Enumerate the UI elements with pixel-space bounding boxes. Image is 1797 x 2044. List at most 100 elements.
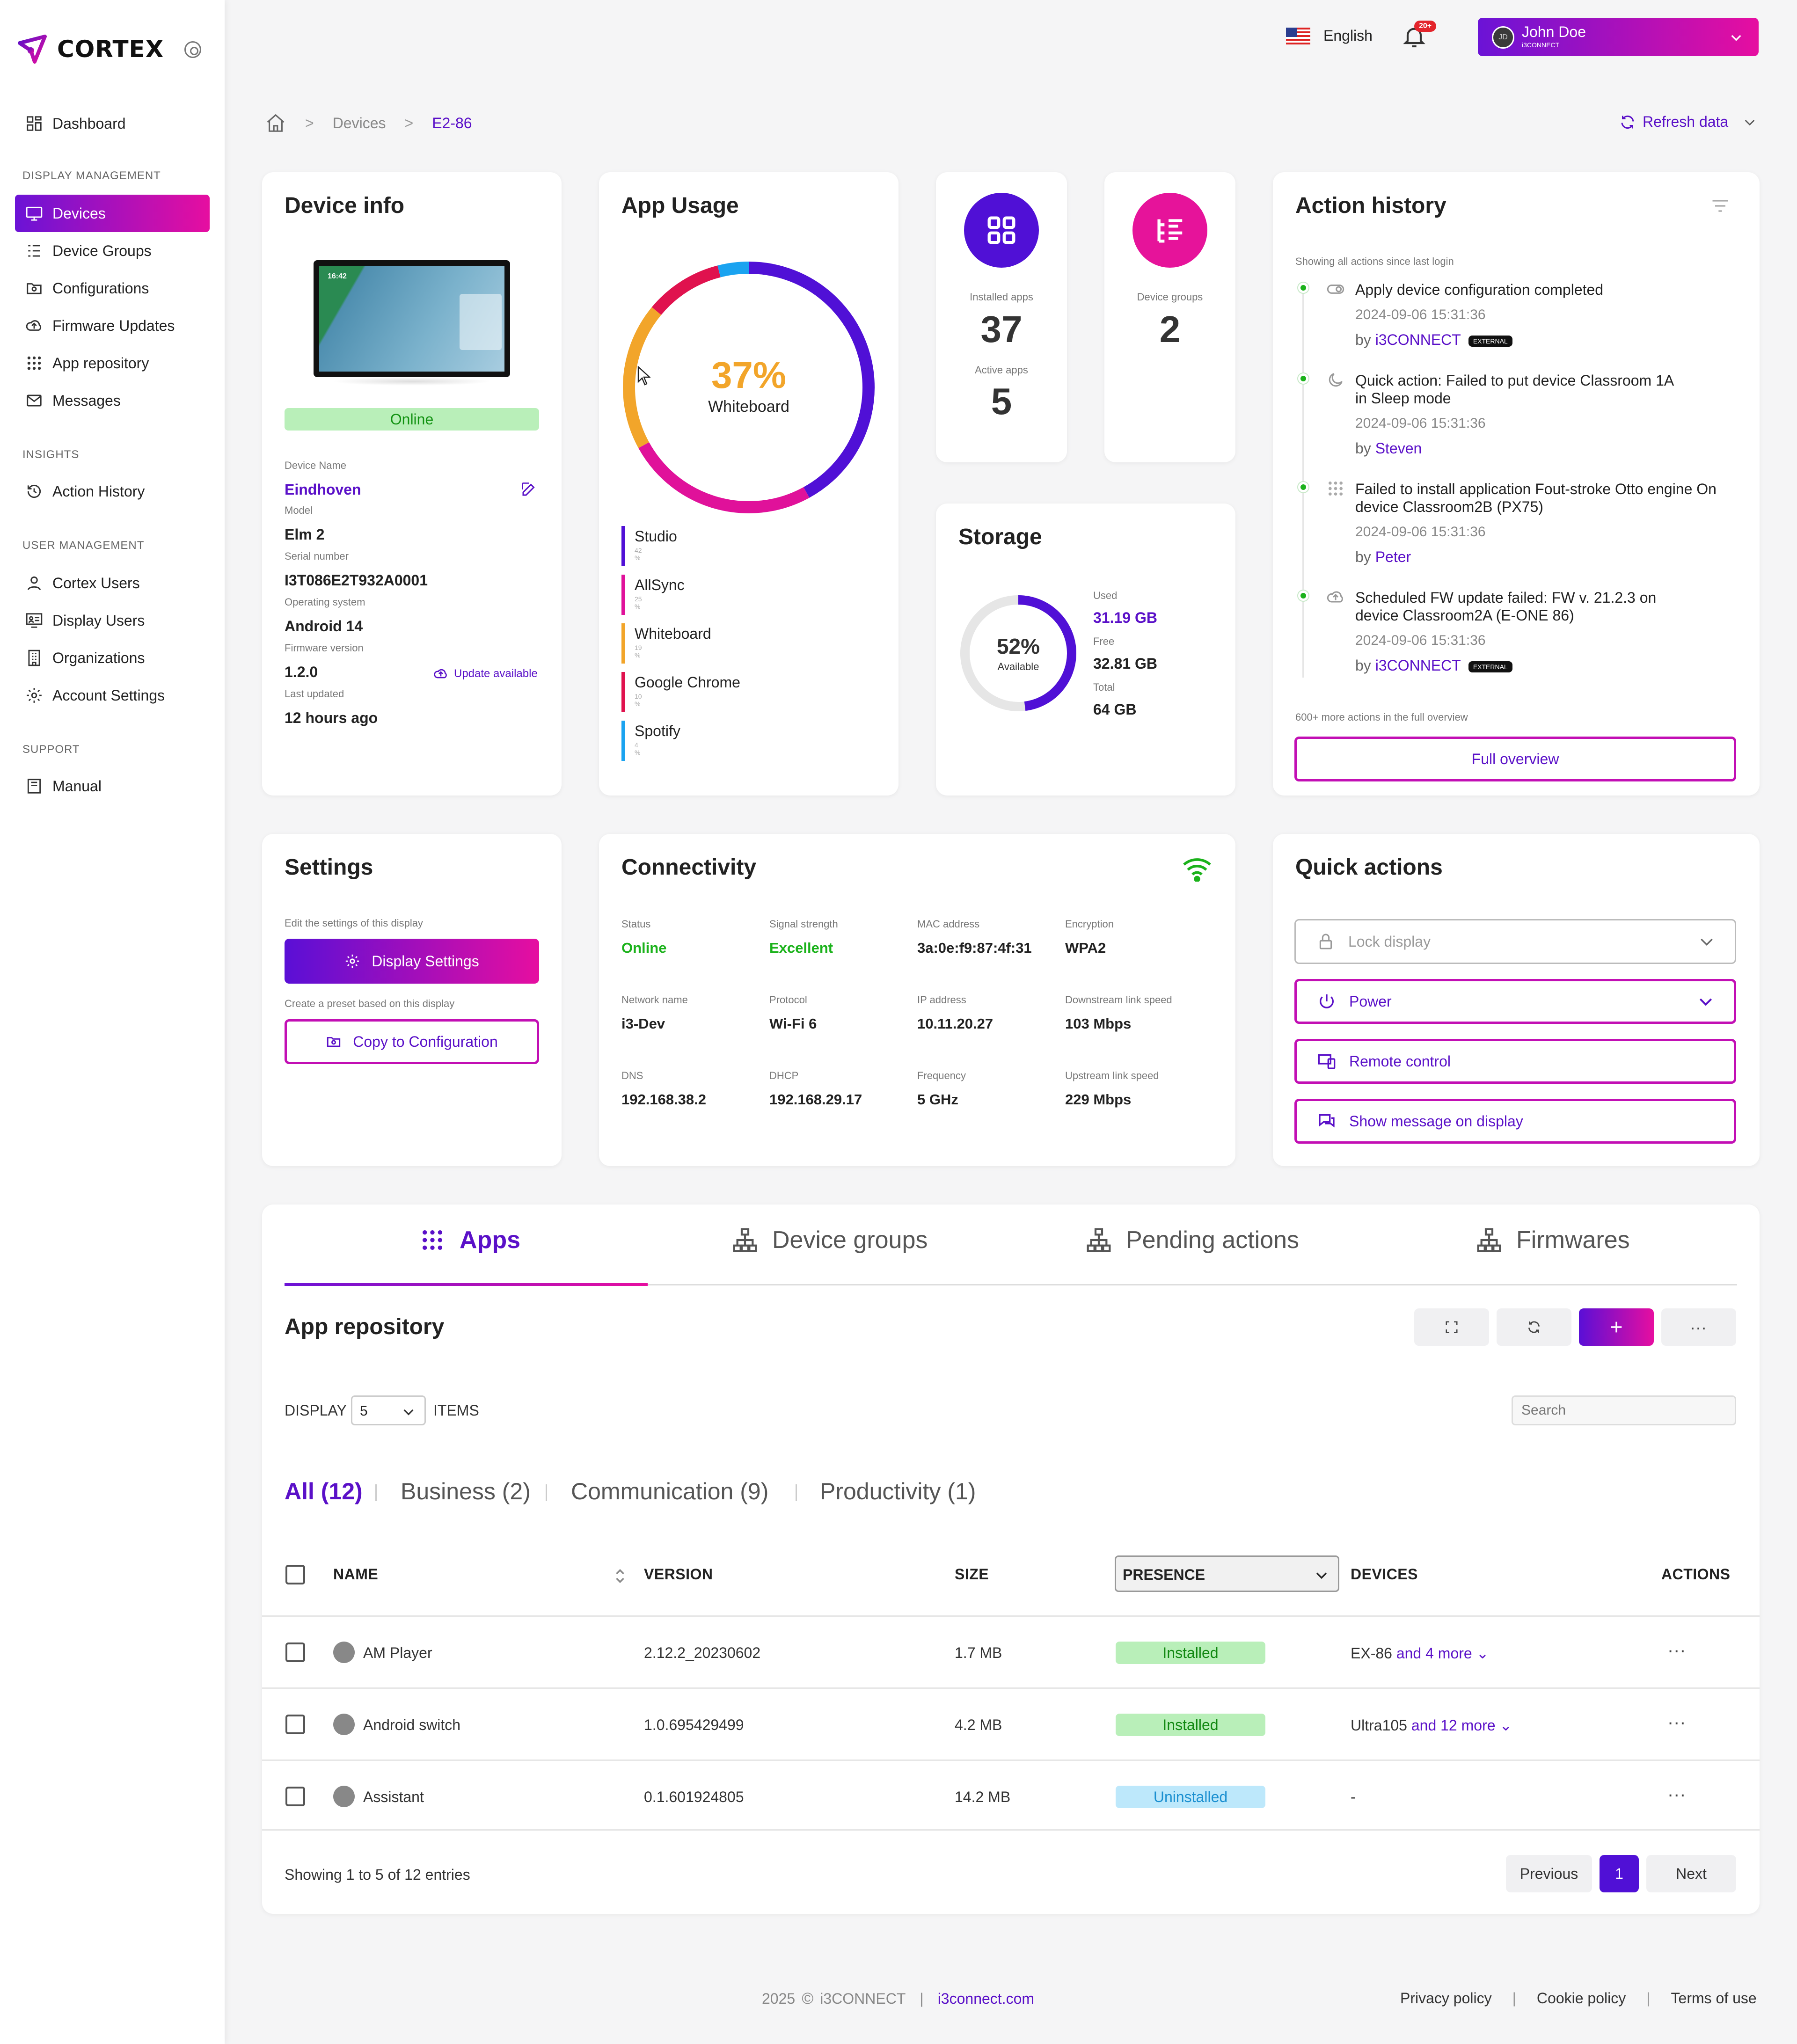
row-actions-menu[interactable]: ...: [1668, 1708, 1687, 1729]
brand-logo[interactable]: CORTEX: [17, 34, 164, 65]
category-business[interactable]: Business (2): [401, 1478, 531, 1504]
display-settings-label: Display Settings: [372, 952, 479, 970]
sidebar-item-organizations[interactable]: Organizations: [15, 639, 210, 677]
sidebar-item-label: Cortex Users: [52, 574, 140, 591]
connectivity-label: Downstream link speed: [1065, 994, 1172, 1006]
chevron-down-icon[interactable]: ⌄: [1495, 1717, 1512, 1734]
installed-apps-card: Installed apps 37 Active apps 5: [936, 172, 1067, 462]
sidebar-item-manual[interactable]: Manual: [15, 767, 210, 805]
sidebar-collapse-icon[interactable]: [184, 41, 201, 58]
cookie-policy-link[interactable]: Cookie policy: [1536, 1990, 1626, 2007]
page-size-select[interactable]: 5: [351, 1395, 426, 1425]
sort-icon[interactable]: [613, 1567, 627, 1585]
app-size: 4.2 MB: [955, 1716, 1002, 1733]
home-icon[interactable]: [265, 112, 286, 134]
page-1-button[interactable]: 1: [1600, 1855, 1639, 1892]
sidebar-item-cortex-users[interactable]: Cortex Users: [15, 564, 210, 602]
active-apps-label: Active apps: [975, 364, 1028, 376]
column-version[interactable]: VERSION: [644, 1566, 713, 1583]
history-actor[interactable]: Steven: [1375, 440, 1422, 457]
history-actor[interactable]: i3CONNECT: [1375, 331, 1461, 348]
settings-card: Settings Edit the settings of this displ…: [262, 834, 562, 1166]
chevron-down-icon[interactable]: [1742, 115, 1757, 130]
select-all-checkbox[interactable]: [285, 1565, 305, 1584]
model-value: Elm 2: [285, 526, 325, 543]
history-actor[interactable]: Peter: [1375, 548, 1411, 565]
show-message-button[interactable]: Show message on display: [1294, 1099, 1736, 1144]
refresh-data-button[interactable]: Refresh data: [1619, 113, 1757, 131]
company-link[interactable]: i3connect.com: [937, 1990, 1035, 2007]
category-all[interactable]: All (12): [285, 1478, 363, 1504]
app-name[interactable]: Android switch: [363, 1716, 461, 1733]
tab-label: Pending actions: [1126, 1226, 1300, 1254]
language-selector[interactable]: English: [1286, 27, 1373, 44]
presence-filter[interactable]: PRESENCE: [1115, 1555, 1339, 1592]
more-devices-link[interactable]: and 4 more: [1396, 1645, 1472, 1662]
fullscreen-button[interactable]: [1414, 1308, 1489, 1346]
device-name-label: Device Name: [285, 460, 347, 471]
sidebar-item-devices[interactable]: Devices: [15, 195, 210, 232]
app-name[interactable]: Assistant: [363, 1788, 424, 1805]
tab-apps[interactable]: Apps: [419, 1226, 520, 1254]
table-row: [262, 1687, 1760, 1759]
remote-screen-icon: [1318, 1054, 1336, 1069]
sidebar-item-messages[interactable]: Messages: [15, 382, 210, 419]
display-settings-button[interactable]: Display Settings: [285, 939, 539, 984]
more-options-button[interactable]: ...: [1661, 1308, 1736, 1346]
lock-display-dropdown[interactable]: Lock display: [1294, 919, 1736, 964]
sidebar-item-dashboard[interactable]: Dashboard: [15, 105, 210, 142]
refresh-icon: [1528, 1321, 1540, 1333]
row-checkbox[interactable]: [285, 1787, 305, 1806]
power-dropdown[interactable]: Power: [1294, 979, 1736, 1024]
tab-label: Device groups: [772, 1226, 928, 1254]
remote-control-button[interactable]: Remote control: [1294, 1039, 1736, 1084]
legend-item: Spotify 4 %: [621, 721, 680, 761]
notification-bell[interactable]: 20+: [1401, 21, 1437, 50]
sidebar-item-account-settings[interactable]: Account Settings: [15, 677, 210, 714]
chevron-down-icon[interactable]: ⌄: [1472, 1645, 1489, 1662]
sidebar-item-configurations[interactable]: Configurations: [15, 270, 210, 307]
category-productivity[interactable]: Productivity (1): [820, 1478, 976, 1504]
privacy-policy-link[interactable]: Privacy policy: [1400, 1990, 1492, 2007]
action-history-card: Action history Showing all actions since…: [1273, 172, 1760, 796]
copyright-icon: ©: [802, 1990, 814, 2008]
copy-to-configuration-button[interactable]: Copy to Configuration: [285, 1019, 539, 1064]
reload-button[interactable]: [1497, 1308, 1571, 1346]
history-actor[interactable]: i3CONNECT: [1375, 657, 1461, 674]
connectivity-label: Protocol: [769, 994, 807, 1006]
chevron-down-icon: [1316, 1572, 1327, 1579]
tab-device-groups[interactable]: Device groups: [732, 1226, 928, 1254]
row-actions-menu[interactable]: ...: [1668, 1780, 1687, 1801]
update-available-link[interactable]: Update available: [433, 666, 538, 681]
sidebar-item-display-users[interactable]: Display Users: [15, 602, 210, 639]
sidebar-item-action-history[interactable]: Action History: [15, 473, 210, 510]
add-app-button[interactable]: [1579, 1308, 1654, 1346]
edit-icon[interactable]: [520, 481, 537, 498]
tab-pending-actions[interactable]: Pending actions: [1086, 1226, 1299, 1254]
previous-page-button[interactable]: Previous: [1506, 1855, 1592, 1892]
tab-firmwares[interactable]: Firmwares: [1476, 1226, 1630, 1254]
column-name[interactable]: NAME: [333, 1566, 379, 1583]
hierarchy-icon: [733, 1228, 757, 1252]
gear-icon: [346, 954, 359, 968]
column-size[interactable]: SIZE: [955, 1566, 989, 1583]
filter-icon[interactable]: [1710, 196, 1731, 216]
breadcrumb-devices[interactable]: Devices: [332, 114, 386, 131]
row-checkbox[interactable]: [285, 1642, 305, 1662]
full-overview-button[interactable]: Full overview: [1294, 737, 1736, 781]
user-menu[interactable]: JD John Doe i3CONNECT: [1478, 18, 1759, 56]
more-devices-link[interactable]: and 12 more: [1411, 1717, 1496, 1734]
row-actions-menu[interactable]: ...: [1668, 1636, 1687, 1657]
sidebar-item-app-repository[interactable]: App repository: [15, 344, 210, 382]
column-devices[interactable]: DEVICES: [1351, 1566, 1418, 1583]
last-updated-label: Last updated: [285, 688, 344, 700]
category-communication[interactable]: Communication (9): [571, 1478, 769, 1504]
sidebar-item-firmware-updates[interactable]: Firmware Updates: [15, 307, 210, 344]
row-checkbox[interactable]: [285, 1715, 305, 1734]
terms-of-use-link[interactable]: Terms of use: [1671, 1990, 1757, 2007]
next-page-button[interactable]: Next: [1646, 1855, 1736, 1892]
app-name[interactable]: AM Player: [363, 1644, 432, 1661]
search-input[interactable]: [1512, 1395, 1736, 1425]
sidebar-item-label: Device Groups: [52, 242, 152, 259]
sidebar-item-device-groups[interactable]: Device Groups: [15, 232, 210, 270]
